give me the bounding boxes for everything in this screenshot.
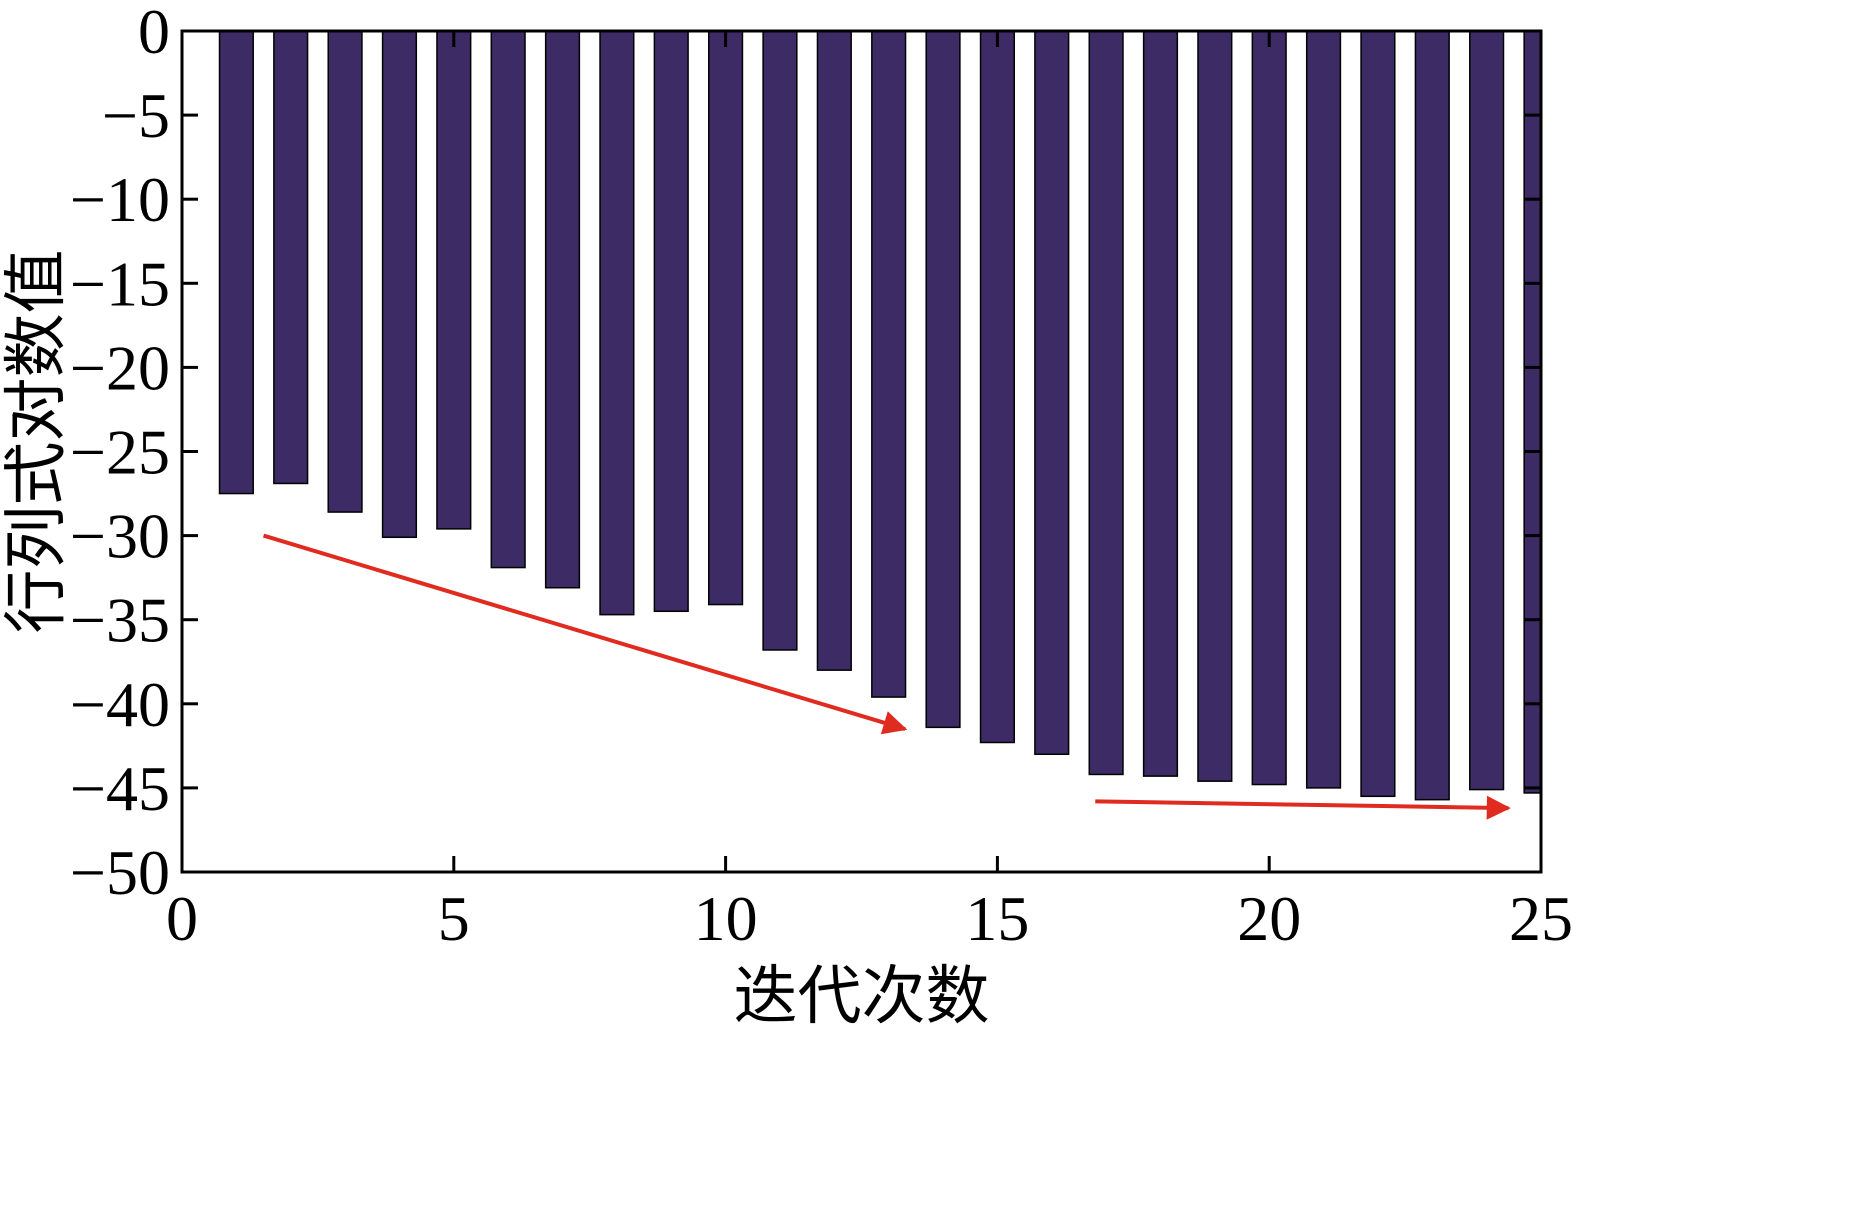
x-tick-label: 10 (694, 883, 758, 954)
x-tick-labels: 0 5 10 15 20 25 (166, 883, 1573, 954)
bar-14 (925, 30, 961, 729)
bar-5 (436, 30, 472, 530)
x-tick-label: 15 (965, 883, 1029, 954)
bars-layer (218, 30, 1542, 801)
y-tick-label: −40 (70, 669, 170, 740)
bar-19 (1197, 30, 1233, 782)
y-tick-label: −30 (70, 501, 170, 572)
bar-9 (653, 30, 689, 613)
trend-arrows (262, 533, 1511, 820)
y-tick-label: −5 (102, 80, 170, 151)
bar-24 (1469, 30, 1505, 791)
x-tick-label: 20 (1237, 883, 1301, 954)
bar-11 (762, 30, 798, 651)
trend-arrow-1 (262, 533, 908, 735)
bar-12 (816, 30, 852, 671)
y-tick-label: −10 (70, 164, 170, 235)
y-tick-label: −20 (70, 332, 170, 403)
x-tick-label: 5 (438, 883, 470, 954)
y-tick-labels: 0 −5 −10 −15 −20 −25 −30 −35 −40 −45 −50 (70, 0, 170, 908)
y-tick-label: −35 (70, 585, 170, 656)
bar-3 (327, 30, 363, 513)
y-tick-label: −45 (70, 753, 170, 824)
bar-23 (1414, 30, 1450, 801)
bar-2 (273, 30, 309, 485)
bar-8 (599, 30, 635, 616)
bar-25 (1523, 30, 1542, 794)
y-tick-label: −25 (70, 417, 170, 488)
bar-4 (381, 30, 418, 539)
bar-16 (1034, 30, 1070, 756)
y-tick-label: −50 (70, 837, 170, 908)
tick-marks (180, 29, 1543, 874)
y-axis-label: 行列式对数值 (0, 250, 74, 634)
y-tick-label: −15 (70, 248, 170, 319)
x-tick-label: 0 (166, 883, 198, 954)
bar-17 (1088, 30, 1124, 776)
x-axis-label: 迭代次数 (734, 960, 990, 1034)
bar-18 (1142, 30, 1179, 777)
bar-10 (707, 30, 744, 606)
trend-arrow-2 (1095, 795, 1511, 820)
bar-1 (218, 30, 254, 495)
bar-7 (544, 30, 581, 589)
bar-21 (1305, 30, 1342, 789)
bar-6 (490, 30, 526, 569)
x-tick-label: 25 (1509, 883, 1573, 954)
y-tick-label: 0 (138, 0, 170, 67)
bar-15 (979, 30, 1016, 744)
bar-22 (1360, 30, 1396, 798)
bar-20 (1251, 30, 1287, 786)
bar-13 (871, 30, 907, 698)
